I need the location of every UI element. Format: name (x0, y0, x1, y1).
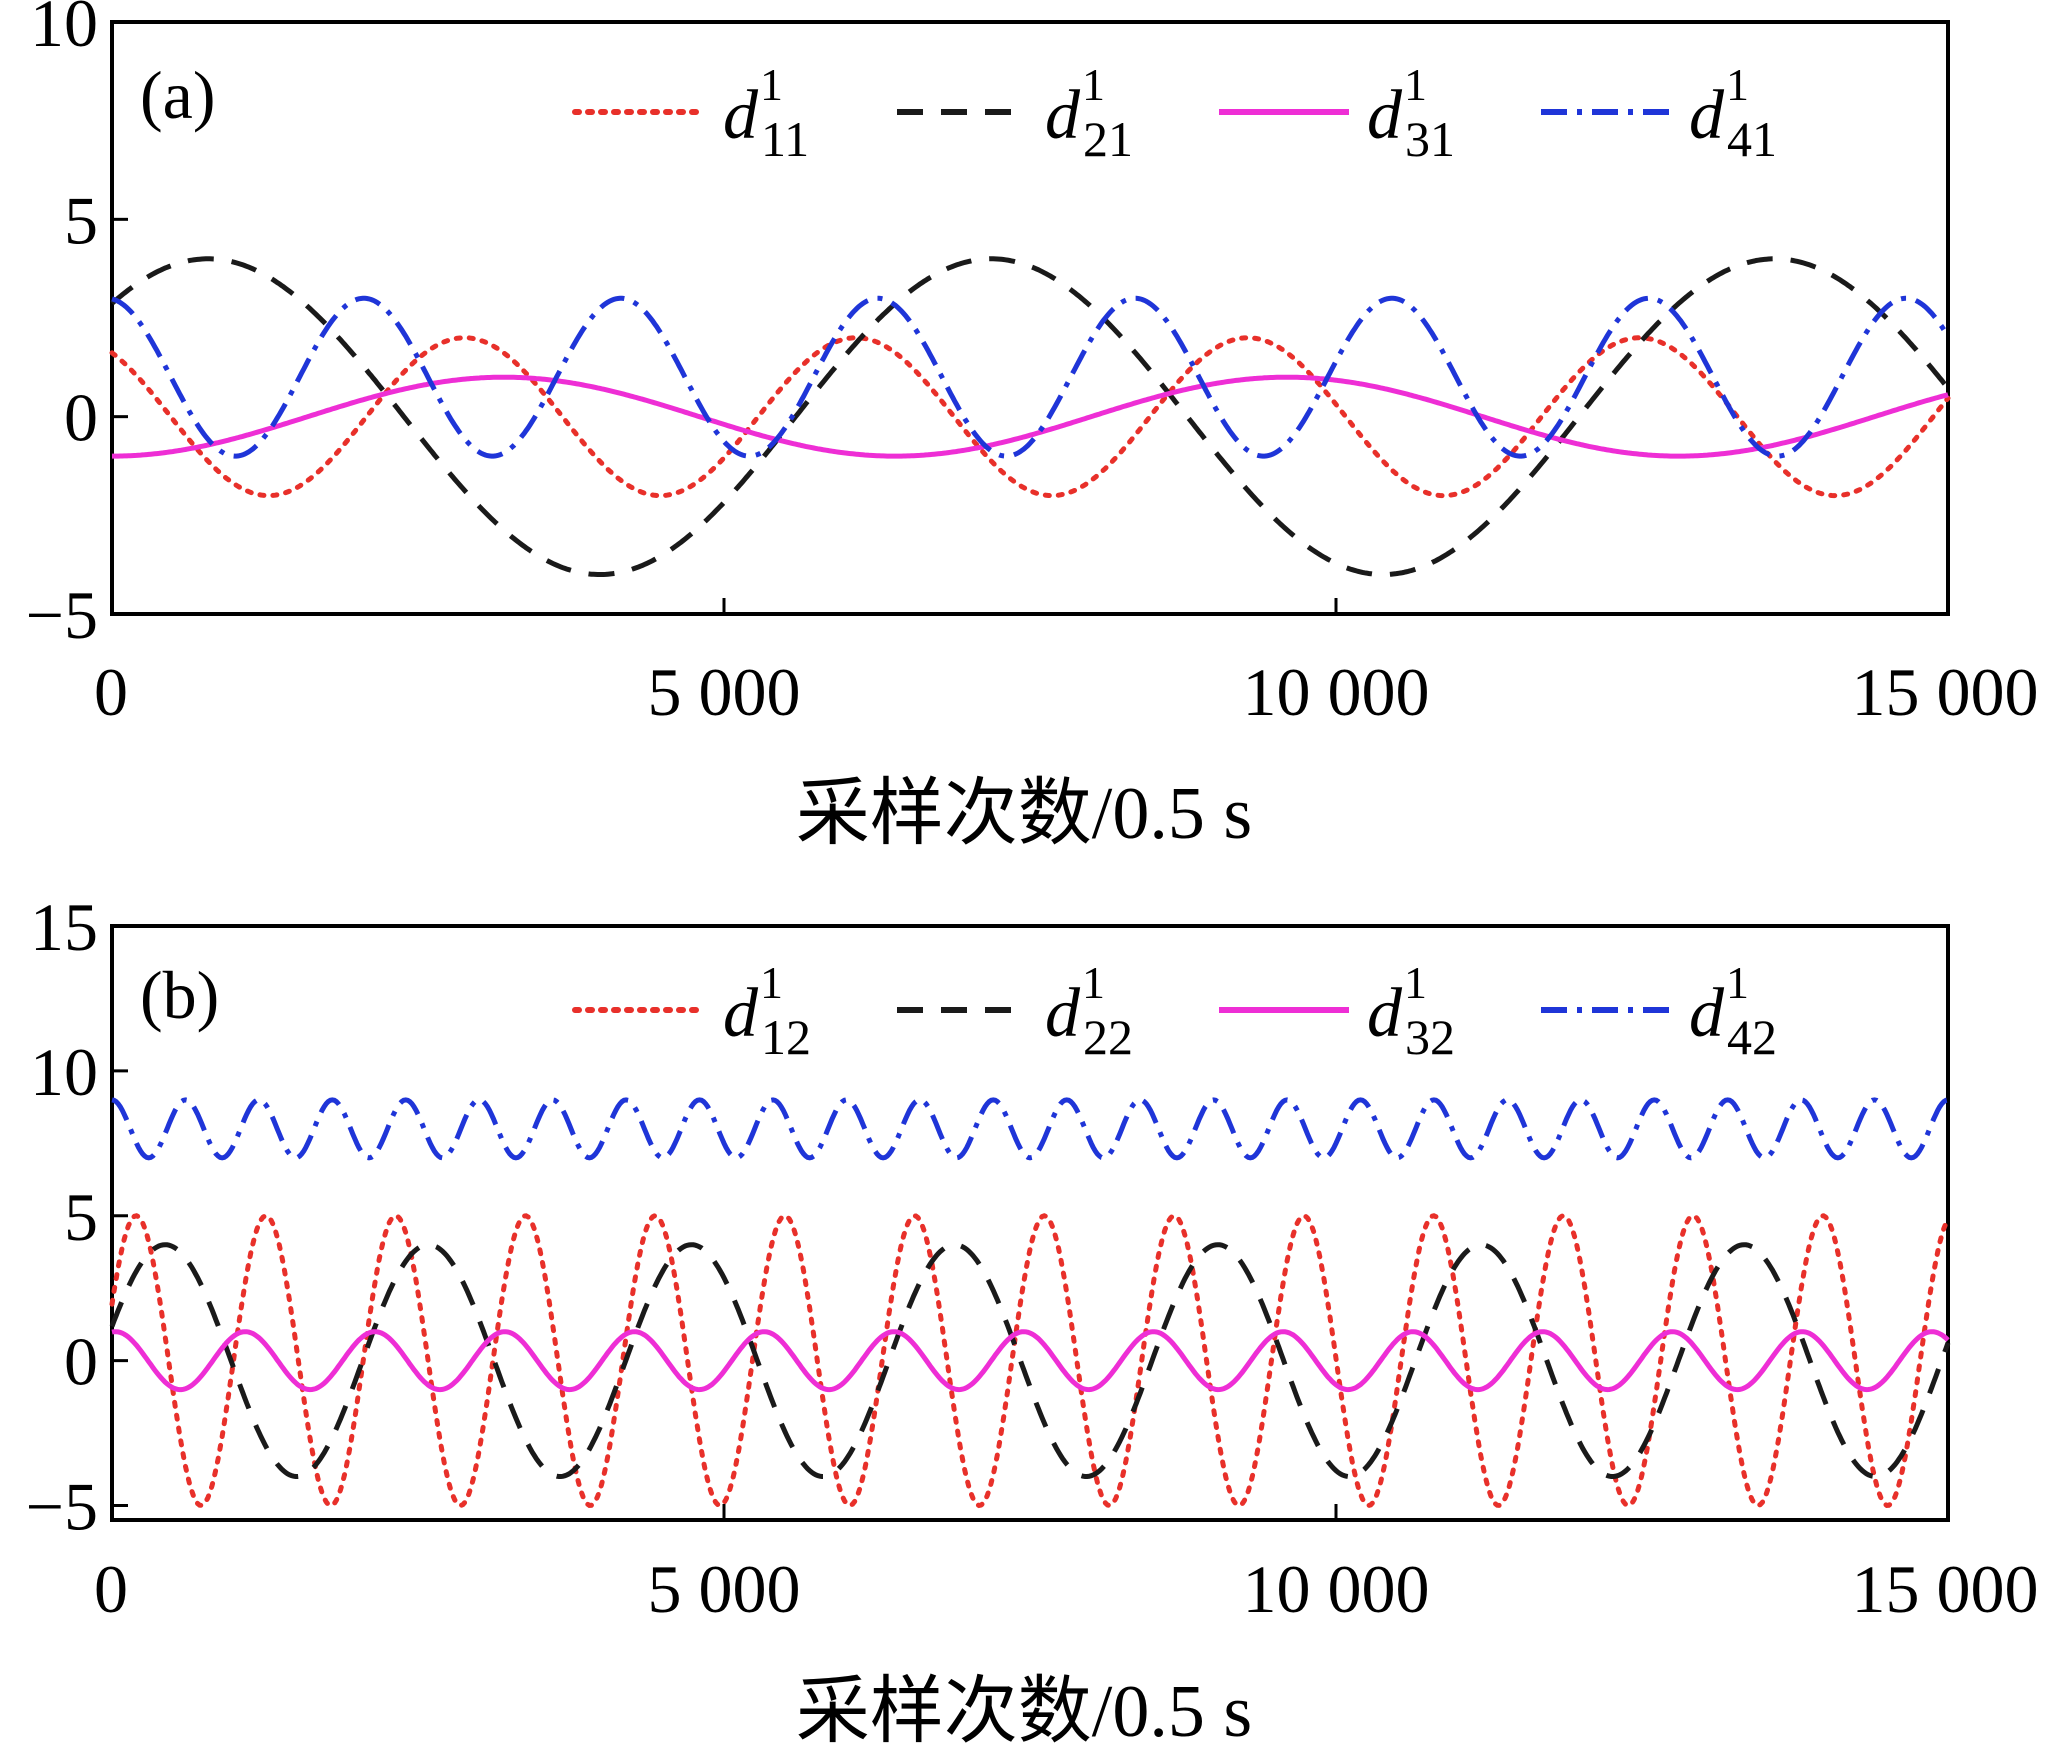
x-axis-title-a: 采样次数/0.5 s (796, 773, 1252, 855)
panel-label-a: (a) (140, 57, 215, 133)
x-tick-label: 15 000 (1852, 1551, 2039, 1627)
x-tick-label: 5 000 (648, 654, 801, 730)
x-tick-label: 10 000 (1243, 1551, 1430, 1627)
plot-frame-b (110, 924, 1950, 1522)
y-tick-label: 10 (30, 1034, 98, 1110)
y-tick-label: 15 (30, 889, 98, 965)
legend-label-21: d1 21 (1045, 59, 1133, 167)
y-tick-label: 5 (64, 1179, 98, 1255)
y-tick-label: −5 (26, 1469, 98, 1545)
legend-item-12: d1 12 (572, 957, 811, 1065)
legend-label-32: d1 32 (1367, 957, 1455, 1065)
series-line-31 (112, 374, 1949, 459)
series-line-12 (109, 1213, 1951, 1509)
x-tick-label: 10 000 (1243, 654, 1430, 730)
legend-label-12: d1 12 (723, 957, 811, 1065)
series-line-42 (111, 1097, 1949, 1161)
y-tick-label: −5 (26, 577, 98, 653)
x-tick-label: 0 (94, 654, 128, 730)
series-line-32 (111, 1329, 1950, 1393)
legend-label-42: d1 42 (1689, 957, 1777, 1065)
panel-label-b: (b) (140, 957, 219, 1033)
x-tick-label: 5 000 (648, 1551, 801, 1627)
series-line-11 (109, 335, 1951, 499)
y-tick-label: 0 (64, 1324, 98, 1400)
x-tick-label: 0 (94, 1551, 128, 1627)
legend-label-22: d1 22 (1045, 957, 1133, 1065)
legend-item-11: d1 11 (572, 59, 809, 167)
legend-item-42: d1 42 (1541, 957, 1777, 1065)
series-layer-a (109, 256, 1951, 577)
y-tick-label: 10 (30, 0, 98, 61)
x-axis-title-b: 采样次数/0.5 s (796, 1671, 1252, 1753)
plot-frame-a (110, 20, 1950, 616)
y-tick-label: 5 (64, 182, 98, 258)
legend-label-11: d1 11 (723, 59, 809, 167)
y-tick-label: 0 (64, 380, 98, 456)
series-line-41 (111, 295, 1951, 459)
legend-item-31: d1 31 (1219, 59, 1455, 167)
legend-item-41: d1 41 (1541, 59, 1777, 167)
x-tick-label: 15 000 (1852, 654, 2039, 730)
legend-item-21: d1 21 (897, 59, 1133, 167)
series-layer-b (109, 1097, 1951, 1509)
legend-item-22: d1 22 (897, 957, 1133, 1065)
legend-label-31: d1 31 (1367, 59, 1455, 167)
legend-item-32: d1 32 (1219, 957, 1455, 1065)
legend-b: d1 12 d1 22 d1 32 d1 42 (572, 957, 1777, 1065)
legend-a: d1 11 d1 21 d1 31 d1 41 (572, 59, 1777, 167)
series-line-22 (109, 1242, 1951, 1479)
legend-label-41: d1 41 (1689, 59, 1777, 167)
series-line-21 (110, 256, 1950, 577)
